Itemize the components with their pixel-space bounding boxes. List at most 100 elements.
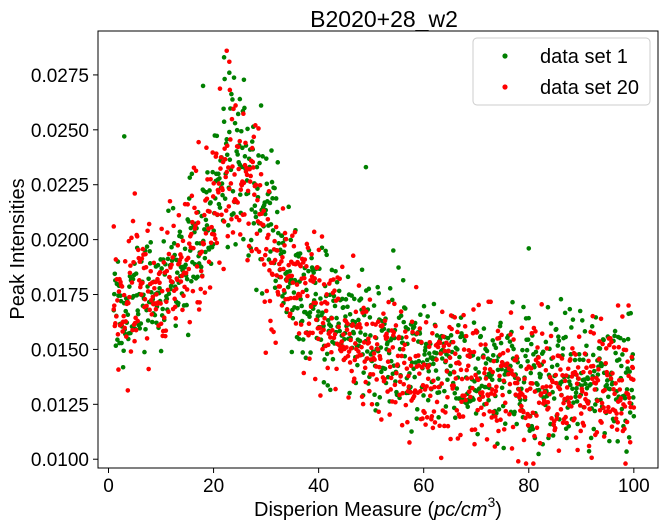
point-data-set-1 <box>210 169 215 175</box>
point-data-set-1 <box>502 421 508 427</box>
point-data-set-20 <box>453 376 459 381</box>
point-data-set-1 <box>345 304 350 310</box>
point-data-set-20 <box>249 145 255 151</box>
point-data-set-1 <box>366 286 372 292</box>
point-data-set-20 <box>437 423 442 429</box>
point-data-set-1 <box>400 278 406 283</box>
point-data-set-20 <box>166 251 172 257</box>
point-data-set-20 <box>434 399 440 405</box>
point-data-set-1 <box>398 313 404 319</box>
point-data-set-20 <box>173 286 179 292</box>
point-data-set-20 <box>333 386 338 392</box>
point-data-set-20 <box>163 333 168 339</box>
point-data-set-20 <box>603 360 609 366</box>
point-data-set-1 <box>295 306 300 311</box>
point-data-set-20 <box>618 396 624 401</box>
point-data-set-20 <box>371 351 377 356</box>
point-data-set-1 <box>142 349 147 355</box>
point-data-set-20 <box>519 403 524 409</box>
point-data-set-20 <box>417 326 423 331</box>
point-data-set-20 <box>489 415 495 420</box>
point-data-set-1 <box>604 378 610 383</box>
point-data-set-20 <box>604 372 610 378</box>
point-data-set-20 <box>430 425 436 431</box>
point-data-set-20 <box>332 288 337 294</box>
plot-frame <box>97 30 659 469</box>
point-data-set-1 <box>629 387 635 393</box>
point-data-set-20 <box>496 428 501 434</box>
point-data-set-1 <box>425 314 430 319</box>
point-data-set-20 <box>357 321 362 327</box>
point-data-set-1 <box>256 153 261 158</box>
point-data-set-20 <box>439 309 445 315</box>
point-data-set-20 <box>529 331 535 336</box>
point-data-set-1 <box>583 381 588 387</box>
point-data-set-1 <box>576 352 582 357</box>
point-data-set-20 <box>297 293 303 299</box>
point-data-set-20 <box>376 409 382 415</box>
point-data-set-1 <box>364 349 370 354</box>
point-data-set-1 <box>332 303 338 309</box>
point-data-set-1 <box>146 276 151 282</box>
point-data-set-20 <box>167 274 172 280</box>
point-data-set-1 <box>618 335 623 341</box>
point-data-set-20 <box>411 393 417 399</box>
point-data-set-20 <box>469 375 474 381</box>
point-data-set-20 <box>294 282 300 287</box>
point-data-set-20 <box>427 393 433 399</box>
point-data-set-20 <box>232 172 237 177</box>
point-data-set-1 <box>177 229 183 235</box>
point-data-set-20 <box>316 336 321 342</box>
point-data-set-20 <box>158 301 163 306</box>
point-data-set-20 <box>321 282 327 287</box>
point-data-set-1 <box>402 306 408 311</box>
point-data-set-20 <box>331 277 336 282</box>
point-data-set-20 <box>323 308 329 314</box>
point-data-set-20 <box>521 409 526 415</box>
point-data-set-20 <box>157 280 162 285</box>
point-data-set-20 <box>273 340 278 346</box>
point-data-set-1 <box>619 406 625 412</box>
point-data-set-1 <box>568 382 573 388</box>
point-data-set-20 <box>258 171 264 177</box>
point-data-set-1 <box>586 448 592 454</box>
point-data-set-20 <box>515 459 521 464</box>
point-data-set-20 <box>594 430 600 435</box>
point-data-set-20 <box>167 198 173 204</box>
point-data-set-1 <box>275 160 281 165</box>
point-data-set-1 <box>160 306 165 312</box>
point-data-set-20 <box>272 238 277 244</box>
point-data-set-20 <box>277 284 283 289</box>
point-data-set-20 <box>266 189 272 194</box>
point-data-set-20 <box>631 377 636 382</box>
point-data-set-20 <box>244 172 250 178</box>
point-data-set-20 <box>542 389 548 395</box>
point-data-set-20 <box>384 331 389 337</box>
point-data-set-1 <box>564 435 569 441</box>
point-data-set-1 <box>186 219 192 224</box>
point-data-set-20 <box>283 236 289 242</box>
point-data-set-20 <box>552 425 558 431</box>
point-data-set-20 <box>546 432 552 438</box>
point-data-set-20 <box>359 344 364 350</box>
point-data-set-1 <box>604 382 610 388</box>
point-data-set-20 <box>614 427 620 432</box>
point-data-set-20 <box>345 321 350 326</box>
legend-marker-data-set-1 <box>502 53 508 59</box>
point-data-set-20 <box>534 413 539 418</box>
point-data-set-20 <box>562 378 568 384</box>
point-data-set-20 <box>147 307 152 313</box>
point-data-set-1 <box>313 291 319 297</box>
point-data-set-1 <box>499 385 505 391</box>
point-data-set-1 <box>214 133 220 139</box>
point-data-set-1 <box>498 340 504 346</box>
point-data-set-20 <box>247 166 252 172</box>
point-data-set-20 <box>601 434 607 439</box>
point-data-set-1 <box>581 357 586 363</box>
point-data-set-20 <box>558 367 563 372</box>
point-data-set-1 <box>606 394 611 400</box>
point-data-set-1 <box>501 445 506 451</box>
point-data-set-20 <box>220 187 225 193</box>
point-data-set-20 <box>385 359 391 365</box>
point-data-set-20 <box>553 380 559 386</box>
